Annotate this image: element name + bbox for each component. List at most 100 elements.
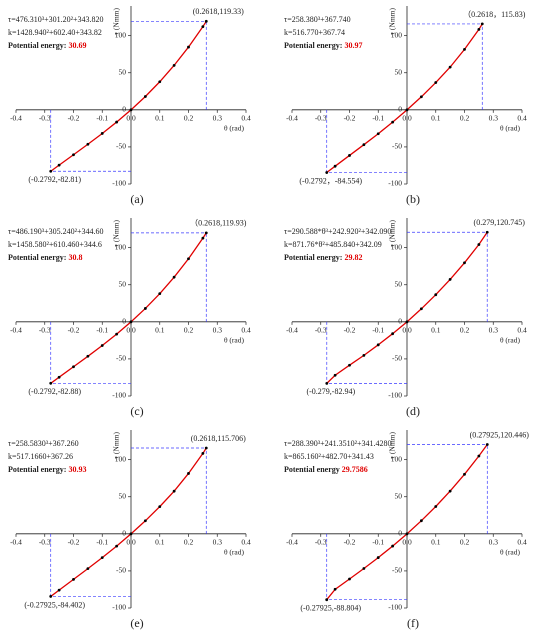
- x-tick-label: 0.1: [155, 538, 165, 547]
- panel: -0.4 -0.3 -0.2 -0.1 0.0 0.1 0.2 0.3 0.4 -100 -50 0 5…: [284, 218, 527, 418]
- data-point: [333, 587, 337, 591]
- y-tick-label: 100: [391, 242, 403, 251]
- x-tick-label: 0.1: [155, 326, 165, 335]
- x-tick-label: -0.1: [96, 114, 108, 123]
- data-point: [57, 163, 61, 167]
- x-tick-label: 0.4: [517, 326, 527, 335]
- x-tick-label: -0.4: [10, 326, 22, 335]
- energy-label: Potential energy:: [284, 41, 342, 50]
- data-point: [405, 108, 409, 112]
- y-tick-label: 100: [391, 30, 403, 39]
- data-point: [201, 236, 205, 240]
- x-tick-label: 0.1: [431, 326, 441, 335]
- data-point: [143, 519, 147, 523]
- data-point: [463, 472, 466, 476]
- x-tick-label: -0.2: [344, 538, 356, 547]
- x-tick-label: -0.1: [372, 538, 384, 547]
- data-point: [405, 532, 409, 536]
- equation: k=516.770+367.74: [284, 28, 345, 37]
- energy-label: Potential energy:: [8, 41, 66, 50]
- x-tick-label: -0.2: [68, 326, 80, 335]
- data-point: [187, 257, 190, 261]
- y-tick-label: -50: [392, 354, 402, 363]
- data-point: [391, 544, 395, 548]
- data-point: [49, 169, 53, 173]
- data-point: [129, 320, 133, 324]
- end-label: (0.2618,119.33): [193, 7, 244, 16]
- x-tick-label: -0.3: [315, 326, 327, 335]
- y-tick-label: -100: [388, 391, 402, 400]
- caption: (e): [130, 616, 143, 630]
- x-tick-label: 0.2: [184, 326, 194, 335]
- x-tick-label: 0.1: [431, 114, 441, 123]
- caption: (b): [406, 192, 420, 206]
- data-point: [172, 489, 176, 493]
- x-tick-label: 0.0: [402, 326, 412, 335]
- data-point: [485, 230, 489, 234]
- energy-label: Potential energy:: [8, 465, 66, 474]
- x-tick-label: 0.4: [241, 114, 251, 123]
- x-tick-label: -0.3: [39, 114, 51, 123]
- data-point: [448, 65, 452, 69]
- x-tick-label: 0.3: [213, 538, 223, 547]
- y-tick-label: -50: [116, 142, 126, 151]
- y-tick-label: 100: [391, 454, 403, 463]
- x-tick-label: 0.0: [402, 538, 412, 547]
- data-point: [419, 95, 423, 99]
- y-tick-label: 0: [398, 317, 402, 326]
- x-tick-label: -0.1: [96, 538, 108, 547]
- data-point: [434, 293, 438, 297]
- y-tick-label: 50: [119, 279, 127, 288]
- equation: k=1428.940²+602.40+343.82: [8, 28, 102, 37]
- x-tick-label: -0.3: [315, 114, 327, 123]
- data-point: [204, 231, 208, 235]
- data-point: [129, 108, 133, 112]
- data-point: [201, 452, 205, 455]
- x-tick-label: -0.1: [372, 114, 384, 123]
- x-axis-label: θ (rad): [500, 336, 521, 345]
- y-tick-label: -100: [112, 603, 126, 612]
- data-point: [172, 63, 176, 67]
- y-tick-label: 100: [115, 30, 127, 39]
- data-point: [348, 154, 351, 157]
- data-point: [100, 344, 104, 347]
- y-axis-label: τ (Nmm): [388, 7, 397, 34]
- data-point: [362, 143, 366, 147]
- x-tick-label: -0.4: [10, 114, 22, 123]
- data-point: [419, 519, 423, 523]
- y-tick-label: -50: [116, 354, 126, 363]
- data-point: [485, 443, 489, 446]
- energy: Potential energy: 30.93: [8, 465, 86, 474]
- energy: Potential energy 29.7586: [284, 465, 368, 474]
- panel: -0.4 -0.3 -0.2 -0.1 0.0 0.1 0.2 0.3 0.4 -100 -50 0 5…: [8, 430, 251, 630]
- data-point: [448, 489, 452, 493]
- end-label: (0.2618,115.706): [191, 434, 246, 443]
- energy: Potential energy: 29.82: [284, 253, 362, 262]
- x-tick-label: 0.0: [402, 114, 412, 123]
- data-point: [434, 81, 438, 84]
- data-point: [333, 164, 337, 168]
- caption: (f): [407, 616, 419, 630]
- x-axis-label: θ (rad): [500, 548, 521, 557]
- x-tick-label: 0.0: [126, 538, 136, 547]
- energy: Potential energy: 30.69: [8, 41, 86, 50]
- x-tick-label: 0.2: [460, 114, 470, 123]
- equation: τ=476.310³+301.20²+343.820: [8, 15, 104, 24]
- data-point: [72, 153, 75, 157]
- data-point: [72, 577, 75, 581]
- data-point: [391, 120, 395, 124]
- x-axis-label: θ (rad): [224, 548, 245, 557]
- energy-value: 29.82: [344, 253, 362, 262]
- x-tick-label: -0.4: [286, 114, 298, 123]
- data-point: [480, 22, 484, 26]
- x-tick-label: 0.1: [155, 114, 165, 123]
- y-tick-label: 100: [115, 454, 127, 463]
- x-tick-label: 0.4: [517, 114, 527, 123]
- end-label: （0.2618,119.93): [190, 219, 247, 228]
- x-tick-label: 0.2: [184, 114, 194, 123]
- energy-label: Potential energy:: [8, 253, 66, 262]
- x-tick-label: 0.2: [460, 538, 470, 547]
- y-tick-label: -50: [392, 566, 402, 575]
- equation: τ=288.390³+241.3510²+341.4280: [284, 439, 392, 448]
- x-tick-label: 0.3: [213, 114, 223, 123]
